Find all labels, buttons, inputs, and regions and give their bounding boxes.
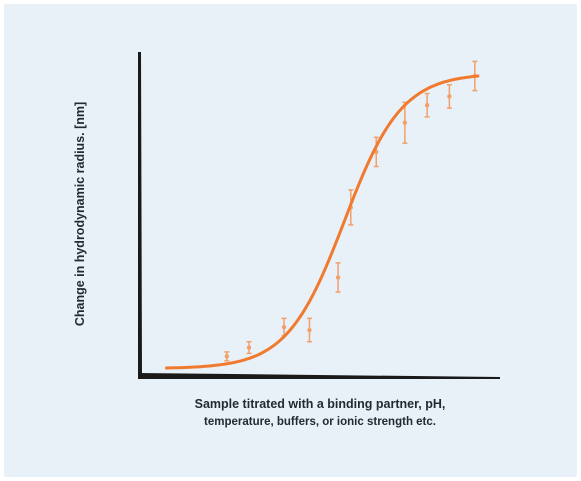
point-marker bbox=[246, 345, 252, 350]
x-axis-label: Sample titrated with a binding partner, … bbox=[120, 395, 520, 431]
point-marker bbox=[224, 354, 229, 359]
point-marker bbox=[281, 324, 287, 330]
data-point bbox=[246, 340, 252, 355]
data-point bbox=[335, 262, 341, 293]
x-axis-label-line2: temperature, buffers, or ionic strength … bbox=[204, 416, 436, 428]
x-axis-label-line1: Sample titrated with a binding partner, … bbox=[194, 397, 446, 411]
point-marker bbox=[447, 94, 452, 99]
axes bbox=[138, 52, 500, 379]
data-point bbox=[306, 317, 312, 343]
data-points bbox=[224, 60, 478, 362]
fit-curve bbox=[164, 74, 480, 370]
point-marker bbox=[424, 103, 430, 108]
point-marker bbox=[307, 327, 312, 333]
data-point bbox=[446, 84, 452, 109]
y-axis-label: Change in hydrodynamic radius. [nm] bbox=[73, 101, 87, 327]
y-axis bbox=[138, 52, 142, 377]
point-marker bbox=[335, 275, 341, 280]
x-axis bbox=[138, 373, 500, 379]
point-marker bbox=[402, 120, 408, 125]
data-point bbox=[224, 351, 230, 362]
chart-card bbox=[4, 4, 577, 477]
data-point bbox=[424, 92, 430, 118]
